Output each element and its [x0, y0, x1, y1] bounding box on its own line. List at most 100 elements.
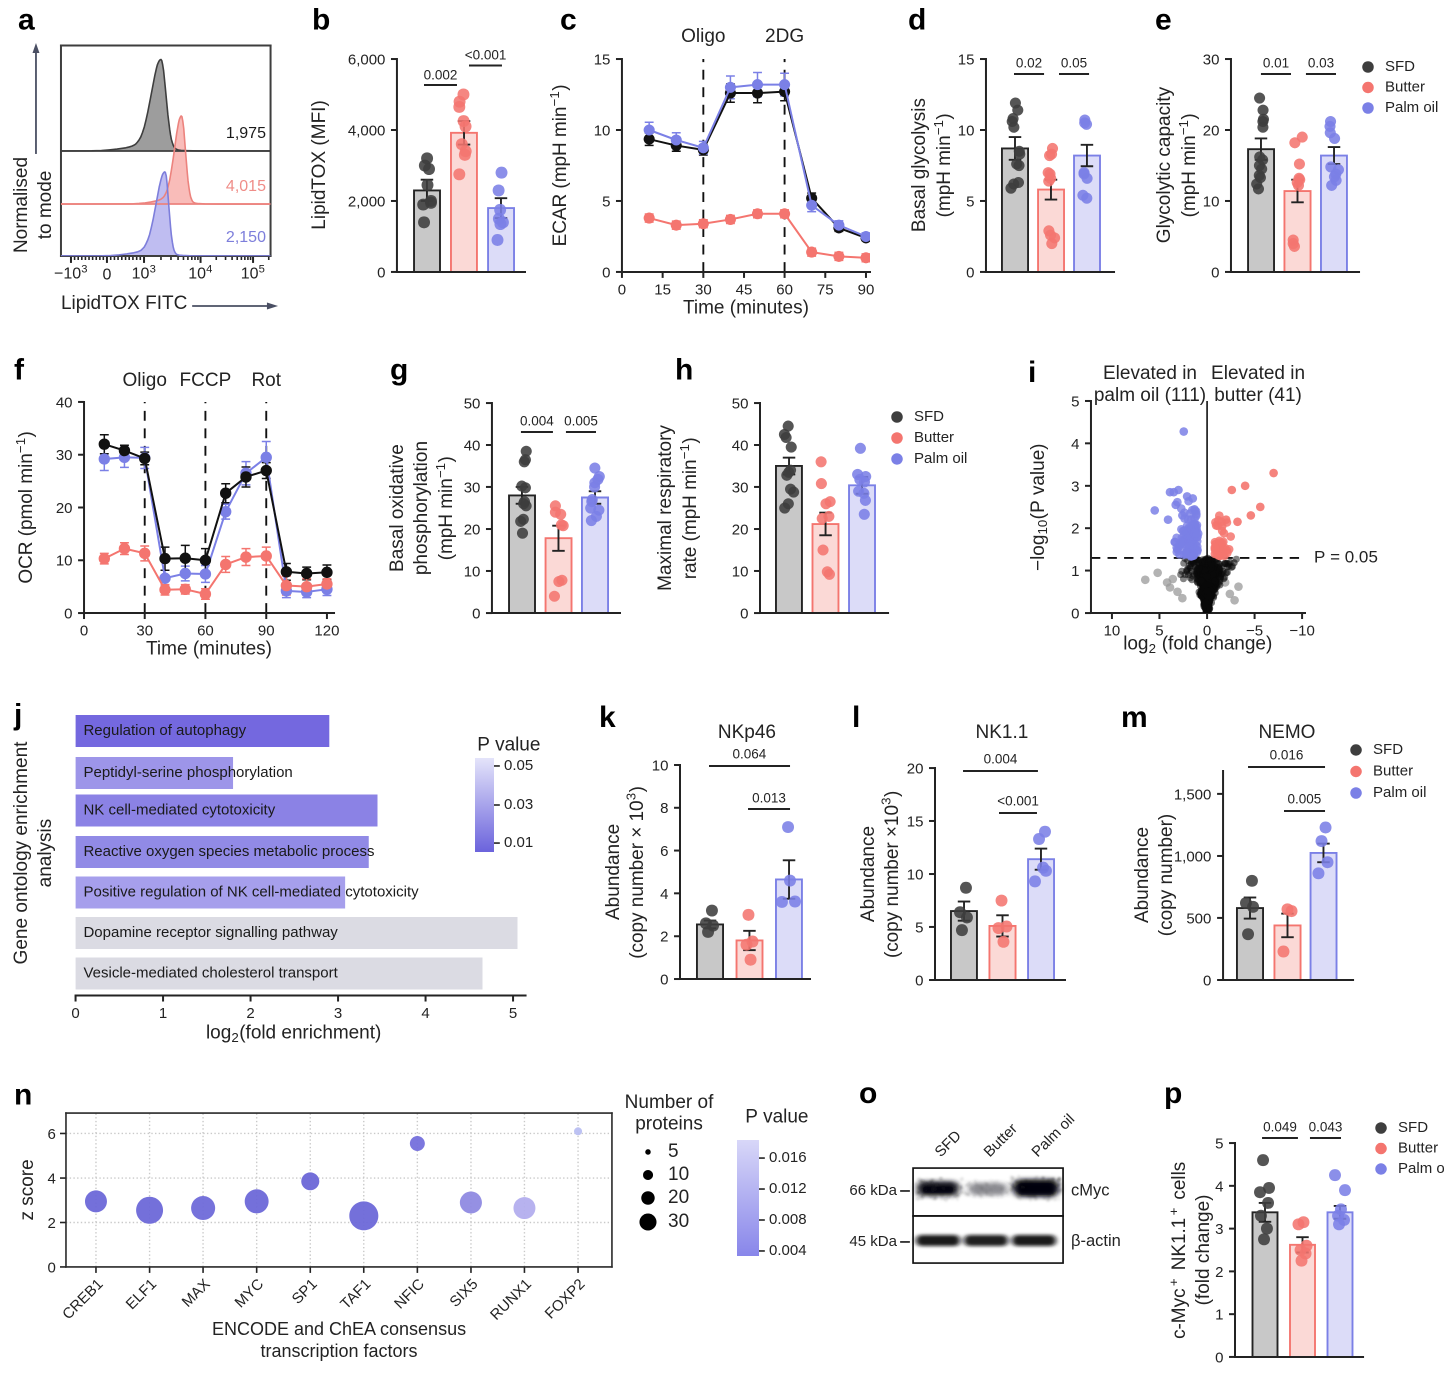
svg-text:0.043: 0.043	[1309, 1120, 1343, 1135]
svg-text:40: 40	[464, 437, 481, 454]
svg-text:0.02: 0.02	[1016, 56, 1042, 71]
svg-text:1 0 3: 1 0 3	[132, 259, 156, 284]
svg-text:6: 6	[660, 843, 668, 860]
svg-text:15: 15	[654, 281, 671, 298]
svg-text:0.03: 0.03	[1308, 56, 1334, 71]
svg-text:1: 1	[1215, 1307, 1223, 1324]
svg-text:Elevated in: Elevated in	[1103, 363, 1197, 384]
svg-text:d: d	[908, 4, 926, 37]
svg-text:0: 0	[1203, 622, 1211, 639]
svg-text:0.064: 0.064	[733, 746, 767, 761]
svg-text:− 1 0 3: − 1 0 3	[54, 259, 87, 284]
svg-text:Butter: Butter	[1373, 762, 1413, 779]
svg-text:0: 0	[47, 1260, 55, 1277]
svg-text:SFD: SFD	[1385, 58, 1415, 75]
svg-text:6: 6	[47, 1126, 55, 1143]
svg-text:0: 0	[602, 265, 610, 282]
svg-text:60: 60	[197, 622, 214, 639]
svg-text:0.004: 0.004	[769, 1242, 807, 1259]
svg-text:0: 0	[915, 972, 923, 989]
svg-text:0: 0	[377, 265, 385, 282]
svg-text:30: 30	[695, 281, 712, 298]
svg-text:cMyc: cMyc	[1071, 1181, 1109, 1199]
svg-text:Dopamine receptor signalling p: Dopamine receptor signalling pathway	[83, 924, 338, 941]
svg-text:5: 5	[966, 193, 974, 210]
svg-text:Palm oil: Palm oil	[1373, 784, 1426, 801]
svg-text:0: 0	[618, 281, 626, 298]
svg-text:0.002: 0.002	[424, 67, 458, 82]
svg-text:i: i	[1028, 356, 1036, 389]
svg-text:SFD: SFD	[914, 408, 944, 425]
svg-text:ENCODE and ChEA consensus: ENCODE and ChEA consensus	[212, 1319, 466, 1339]
svg-text:0: 0	[71, 1005, 79, 1022]
svg-text:2,000: 2,000	[348, 193, 386, 210]
svg-text:Peptidyl-serine phosphorylatio: Peptidyl-serine phosphorylation	[83, 764, 292, 781]
svg-text:c - M y c: c - M y c N K 1 . 1 c e l l s + +	[1158, 1156, 1190, 1339]
svg-text:0: 0	[80, 622, 88, 639]
svg-text:2: 2	[47, 1215, 55, 1232]
svg-text:P v a l: P v a l u e	[745, 1103, 808, 1128]
svg-text:15: 15	[907, 813, 924, 830]
svg-text:( c o p y: ( c o p y n u m b e r × 1 0 ) 3	[878, 784, 903, 958]
svg-text:butter (41): butter (41)	[1214, 385, 1302, 406]
svg-text:10: 10	[594, 122, 611, 139]
svg-text:Maximal respiratory: Maximal respiratory	[655, 425, 676, 591]
svg-text:Rot: Rot	[251, 370, 281, 391]
svg-text:20: 20	[668, 1187, 689, 1208]
svg-text:20: 20	[907, 760, 924, 777]
svg-text:30: 30	[136, 622, 153, 639]
svg-text:0.01: 0.01	[1263, 56, 1289, 71]
svg-text:0: 0	[1203, 972, 1211, 989]
svg-text:0: 0	[1071, 605, 1079, 622]
svg-text:Butter: Butter	[1398, 1139, 1438, 1156]
svg-text:(fold change): (fold change)	[1193, 1195, 1214, 1306]
svg-text:15: 15	[594, 51, 611, 68]
svg-text:5: 5	[1215, 1135, 1223, 1152]
svg-text:30: 30	[464, 480, 481, 497]
svg-text:P = 0: P = 0 . 0 5	[1314, 543, 1378, 568]
svg-text:10: 10	[56, 553, 73, 570]
svg-text:5: 5	[1071, 393, 1079, 410]
svg-text:NK cell-mediated cytotoxicity: NK cell-mediated cytotoxicity	[83, 801, 275, 818]
svg-text:4: 4	[660, 886, 668, 903]
svg-text:2: 2	[1215, 1264, 1223, 1281]
svg-text:e: e	[1155, 4, 1172, 37]
svg-text:Time (minutes): Time (minutes)	[146, 639, 272, 660]
svg-text:0: 0	[966, 265, 974, 282]
svg-text:Number of: Number of	[625, 1092, 714, 1113]
svg-text:(copy number): (copy number)	[1156, 814, 1177, 937]
svg-text:to mode: to mode	[35, 171, 56, 240]
svg-text:4: 4	[1215, 1178, 1223, 1195]
svg-text:10: 10	[907, 866, 924, 883]
svg-text:1: 1	[1071, 563, 1079, 580]
svg-text:o: o	[859, 1077, 877, 1110]
svg-text:transcription factors: transcription factors	[260, 1341, 417, 1361]
svg-text:1,975: 1,975	[226, 125, 266, 142]
svg-text:a: a	[18, 4, 35, 37]
svg-text:Abundance: Abundance	[1132, 827, 1153, 923]
svg-text:500: 500	[1186, 910, 1211, 927]
svg-text:p: p	[1164, 1077, 1182, 1110]
svg-text:analysis: analysis	[35, 819, 56, 888]
svg-text:20: 20	[1203, 122, 1220, 139]
svg-text:90: 90	[858, 281, 875, 298]
svg-text:5: 5	[602, 193, 610, 210]
svg-text:10: 10	[958, 122, 975, 139]
svg-text:0.005: 0.005	[1288, 791, 1322, 806]
svg-text:LipidTOX FITC: LipidTOX FITC	[61, 293, 187, 314]
svg-text:<0.001: <0.001	[997, 794, 1039, 809]
svg-text:proteins: proteins	[635, 1114, 703, 1135]
svg-text:40: 40	[732, 437, 749, 454]
svg-text:1 0 4: 1 0 4	[188, 258, 212, 283]
svg-text:45 kDa: 45 kDa	[849, 1233, 897, 1250]
svg-text:Elevated in: Elevated in	[1211, 363, 1305, 384]
svg-text:h: h	[675, 354, 693, 387]
svg-text:SFD: SFD	[1373, 741, 1403, 758]
svg-text:45: 45	[736, 281, 753, 298]
svg-text:0.016: 0.016	[1270, 747, 1304, 762]
svg-text:4,000: 4,000	[348, 122, 386, 139]
svg-text:− l o g (: − l o g ( P v a l u e ) 1 0	[1024, 437, 1052, 571]
svg-text:n: n	[14, 1079, 32, 1112]
svg-text:2DG: 2DG	[765, 26, 804, 47]
svg-text:0.008: 0.008	[769, 1211, 807, 1228]
